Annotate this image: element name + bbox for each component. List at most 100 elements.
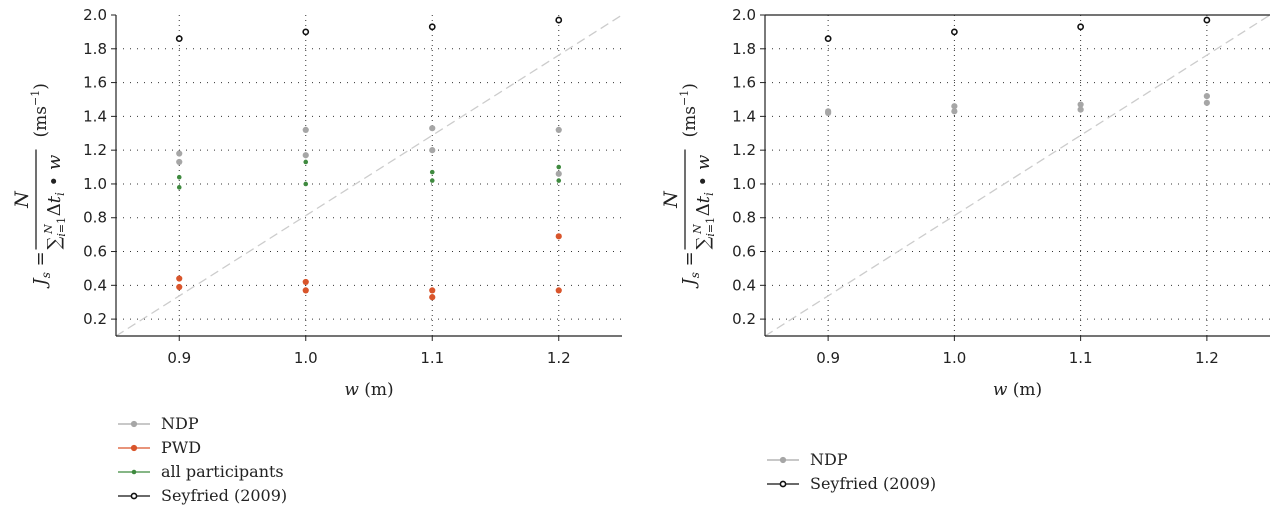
svg-text:∑i=1NΔti • w: ∑i=1NΔti • w <box>42 154 68 249</box>
series-ndp <box>825 92 1210 117</box>
x-tick-label: 1.0 <box>942 349 966 367</box>
svg-text:N: N <box>11 190 33 209</box>
data-point <box>303 181 309 187</box>
legend-label: NDP <box>161 414 199 433</box>
data-point <box>176 185 182 190</box>
svg-text:(ms−1): (ms−1) <box>678 83 700 137</box>
y-tick-label: 0.4 <box>732 276 756 294</box>
data-point <box>555 126 562 133</box>
y-tick-label: 1.4 <box>732 107 756 125</box>
data-point <box>429 125 436 132</box>
data-point <box>555 170 562 177</box>
series-seyfried-2009- <box>824 16 1211 43</box>
series-seyfried-2009- <box>175 16 563 43</box>
series-all-participants <box>176 159 562 190</box>
y-tick-label: 1.4 <box>83 107 107 125</box>
data-point <box>429 147 436 154</box>
data-point <box>1077 23 1085 31</box>
x-tick-label: 0.9 <box>167 349 191 367</box>
y-tick-label: 2.0 <box>732 6 756 24</box>
y-tick-label: 0.2 <box>732 310 756 328</box>
data-point <box>302 126 309 133</box>
data-point <box>428 23 436 31</box>
legend-marker <box>779 480 787 488</box>
svg-text:Js =: Js = <box>679 251 702 289</box>
svg-text:∑i=1NΔti • w: ∑i=1NΔti • w <box>691 154 717 249</box>
series-pwd <box>176 233 562 301</box>
y-tick-label: 1.0 <box>732 175 756 193</box>
x-tick-label: 1.0 <box>294 349 318 367</box>
diagonal-reference-line <box>116 15 622 336</box>
series-ndp <box>176 125 562 177</box>
x-axis-label: w (m) <box>344 380 393 400</box>
data-point <box>302 287 309 294</box>
y-tick-label: 1.6 <box>83 74 107 92</box>
y-tick-label: 1.6 <box>732 74 756 92</box>
data-point <box>1203 16 1211 24</box>
legend: NDP Seyfried (2009) <box>767 450 936 493</box>
data-point <box>951 103 958 110</box>
data-point <box>429 178 435 183</box>
data-point <box>429 287 436 294</box>
legend-marker <box>130 420 138 428</box>
data-point <box>951 108 958 115</box>
data-point <box>555 16 563 24</box>
legend-label: Seyfried (2009) <box>161 486 287 505</box>
diagonal-reference-line <box>765 15 1270 336</box>
legend-marker <box>130 492 138 500</box>
data-point <box>556 178 562 183</box>
x-tick-label: 0.9 <box>816 349 840 367</box>
data-point <box>825 109 832 117</box>
data-point <box>1203 99 1210 106</box>
y-tick-label: 1.2 <box>732 141 756 159</box>
x-tick-label: 1.1 <box>1069 349 1093 367</box>
data-point <box>176 150 183 157</box>
y-tick-label: 1.8 <box>732 40 756 58</box>
y-tick-label: 1.2 <box>83 141 107 159</box>
data-point <box>1077 101 1084 108</box>
data-point <box>950 28 958 36</box>
x-tick-label: 1.2 <box>1195 349 1219 367</box>
x-tick-label: 1.2 <box>547 349 571 367</box>
y-tick-label: 0.6 <box>732 243 756 261</box>
data-point <box>176 174 182 180</box>
legend-label: NDP <box>810 450 848 469</box>
legend-label: all participants <box>161 462 284 481</box>
y-tick-label: 2.0 <box>83 6 107 24</box>
data-point <box>176 283 183 291</box>
data-point <box>1077 106 1084 113</box>
data-point <box>1203 92 1210 100</box>
data-point <box>555 233 562 240</box>
data-point <box>302 152 309 159</box>
data-point <box>556 164 562 170</box>
data-point <box>176 158 183 166</box>
legend-marker <box>130 444 138 452</box>
data-point <box>555 287 562 294</box>
y-tick-label: 1.8 <box>83 40 107 58</box>
y-axis-label: Js = N ∑i=1NΔti • w (ms−1) <box>660 83 717 289</box>
legend-marker <box>779 456 787 464</box>
x-tick-label: 1.1 <box>420 349 444 367</box>
data-point <box>176 275 183 282</box>
legend-label: PWD <box>161 438 201 457</box>
legend-label: Seyfried (2009) <box>810 474 936 493</box>
data-point <box>824 35 832 43</box>
data-point <box>302 28 310 36</box>
legend: NDP PWD all participants Seyfried (2009) <box>118 414 287 505</box>
data-point <box>429 169 435 175</box>
y-tick-label: 0.8 <box>732 209 756 227</box>
legend-marker <box>131 469 137 475</box>
y-tick-label: 0.4 <box>83 276 107 294</box>
svg-text:(ms−1): (ms−1) <box>29 83 51 137</box>
data-point <box>302 278 309 286</box>
y-tick-label: 0.2 <box>83 310 107 328</box>
chart-panel-1: 0.2 0.4 0.6 0.8 1.0 1.2 1.4 1.6 1.8 2.0 0.9 1.0 1.1 1… <box>11 6 622 505</box>
x-axis-label: w (m) <box>993 380 1042 400</box>
data-point <box>303 159 309 165</box>
svg-text:Js =: Js = <box>30 251 53 289</box>
y-tick-label: 1.0 <box>83 175 107 193</box>
y-axis-label: Js = N ∑i=1NΔti • w (ms−1) <box>11 83 68 289</box>
y-tick-label: 0.6 <box>83 243 107 261</box>
y-tick-label: 0.8 <box>83 209 107 227</box>
